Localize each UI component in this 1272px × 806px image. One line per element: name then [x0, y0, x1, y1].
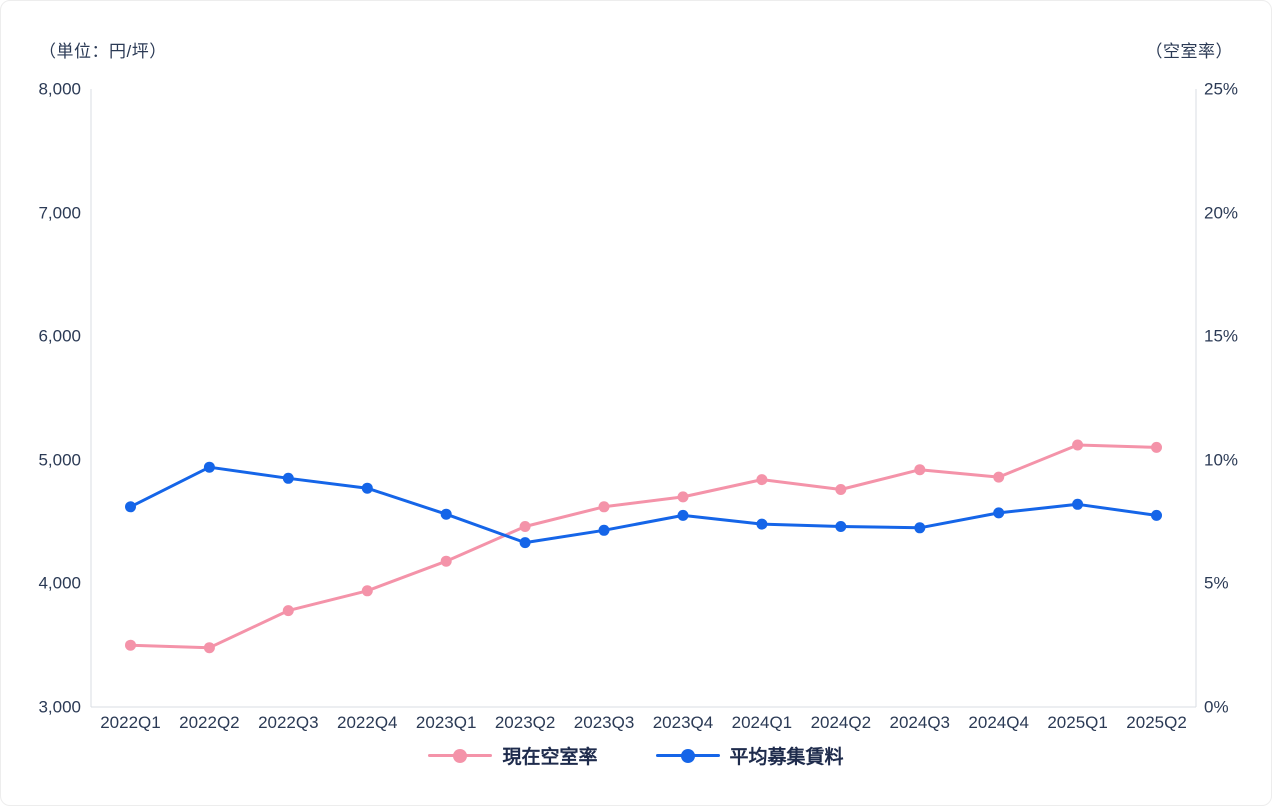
x-axis-label: 2022Q4 [337, 713, 398, 732]
point-current-vacancy-rate-2024Q2 [835, 484, 847, 495]
point-average-asking-rent-2023Q2 [519, 537, 531, 549]
x-axis-label: 2022Q2 [179, 713, 240, 732]
point-average-asking-rent-2024Q1 [756, 518, 768, 530]
point-average-asking-rent-2022Q3 [282, 472, 294, 484]
point-current-vacancy-rate-2022Q2 [203, 642, 215, 654]
right-axis-tick: 0% [1204, 697, 1229, 717]
legend-label-average-asking-rent: 平均募集賃料 [729, 747, 844, 768]
right-axis-unit-label: （空室率） [1145, 42, 1233, 61]
point-average-asking-rent-2022Q4 [361, 482, 373, 494]
point-average-asking-rent-2022Q1 [125, 501, 136, 513]
point-current-vacancy-rate-2022Q4 [361, 585, 373, 597]
point-average-asking-rent-2025Q1 [1072, 498, 1084, 510]
left-axis-tick: 3,000 [38, 697, 81, 717]
legend-dot-icon [453, 748, 468, 763]
x-axis-label: 2023Q1 [415, 713, 477, 732]
left-axis-tick: 4,000 [38, 573, 81, 593]
point-current-vacancy-rate-2024Q4 [993, 471, 1005, 483]
x-axis-label: 2023Q2 [494, 713, 556, 732]
series-line-average-asking-rent [129, 465, 1158, 545]
legend: 現在空室率 平均募集賃料 [1, 742, 1271, 769]
right-axis-tick: 25% [1204, 79, 1239, 99]
left-axis-unit-label: （単位：円/坪） [39, 42, 167, 61]
x-axis-label: 2024Q2 [810, 713, 872, 732]
point-current-vacancy-rate-2024Q3 [914, 464, 926, 476]
x-axis-label: 2025Q2 [1126, 713, 1187, 732]
point-current-vacancy-rate-2022Q3 [282, 605, 294, 617]
point-current-vacancy-rate-2025Q2 [1151, 441, 1162, 453]
point-average-asking-rent-2023Q1 [440, 508, 452, 520]
point-current-vacancy-rate-2023Q2 [519, 521, 531, 532]
right-axis-tick: 5% [1204, 573, 1229, 593]
x-axis-label: 2022Q3 [258, 713, 319, 732]
left-axis-tick: 8,000 [38, 79, 81, 99]
left-axis-tick: 7,000 [38, 203, 81, 223]
point-current-vacancy-rate-2023Q3 [598, 501, 610, 513]
x-axis-label: 2022Q1 [100, 713, 161, 732]
point-average-asking-rent-2024Q4 [993, 507, 1005, 519]
right-axis-tick: 15% [1204, 326, 1239, 346]
x-axis-label: 2023Q3 [573, 713, 635, 732]
right-axis-tick: 20% [1204, 203, 1239, 223]
legend-label-current-vacancy-rate: 現在空室率 [502, 747, 598, 768]
legend-marker-current-vacancy-rate [428, 748, 493, 763]
point-current-vacancy-rate-2024Q1 [756, 474, 768, 486]
x-axis-label: 2024Q1 [731, 713, 793, 732]
legend-item-average-asking-rent[interactable]: 平均募集賃料 [655, 742, 844, 769]
x-axis-label: 2024Q4 [968, 713, 1029, 732]
point-average-asking-rent-2024Q2 [835, 521, 847, 532]
point-average-asking-rent-2023Q3 [598, 524, 610, 536]
x-axis-label: 2024Q3 [889, 713, 951, 732]
left-axis-tick: 5,000 [38, 450, 81, 470]
point-current-vacancy-rate-2025Q1 [1072, 439, 1084, 451]
legend-dot-icon [680, 748, 695, 763]
x-axis-label: 2023Q4 [652, 713, 714, 732]
point-current-vacancy-rate-2023Q1 [440, 555, 452, 567]
right-axis-tick: 10% [1204, 450, 1239, 470]
point-average-asking-rent-2022Q2 [203, 461, 215, 473]
point-average-asking-rent-2025Q2 [1151, 509, 1162, 521]
point-average-asking-rent-2024Q3 [914, 522, 926, 534]
point-current-vacancy-rate-2023Q4 [677, 491, 689, 503]
point-average-asking-rent-2023Q4 [677, 509, 689, 521]
point-current-vacancy-rate-2022Q1 [125, 639, 136, 651]
legend-item-current-vacancy-rate[interactable]: 現在空室率 [428, 742, 598, 769]
legend-marker-average-asking-rent [655, 748, 720, 763]
left-axis-tick: 6,000 [38, 326, 81, 346]
series-line-current-vacancy-rate [129, 443, 1158, 650]
x-axis-label: 2025Q1 [1047, 713, 1108, 732]
